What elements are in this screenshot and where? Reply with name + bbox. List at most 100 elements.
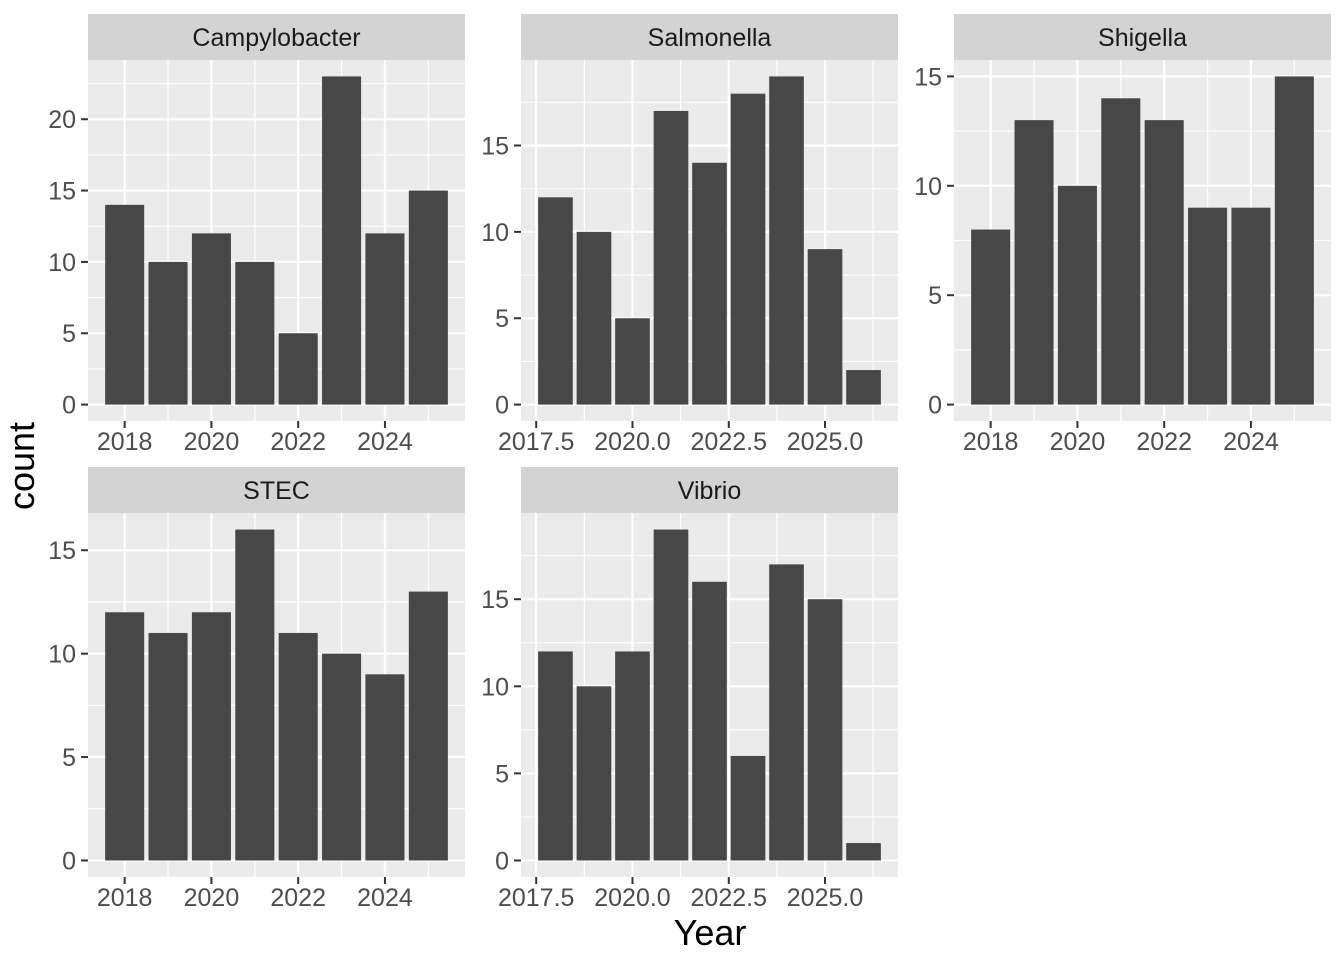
bar-vibrio-2022 <box>692 581 727 861</box>
facet-campylobacter: Campylobacter 2018 2020 2022 2024 0 5 10 15 20 <box>48 14 465 456</box>
bar-stec-2025 <box>408 591 448 861</box>
bar-campylobacter-2022 <box>278 333 318 405</box>
facet-vibrio: Vibrio 2017.5 2020.0 2022.5 2025.0 0 5 10 15 <box>481 467 898 912</box>
x-tick-label: 2017.5 <box>498 428 574 456</box>
x-tick-label: 2020 <box>1050 428 1106 456</box>
bar-salmonella-2024 <box>769 76 804 405</box>
bar-salmonella-2018 <box>538 197 573 405</box>
y-tick-label: 5 <box>62 744 76 772</box>
bar-stec-2018 <box>105 612 145 861</box>
x-tick-label: 2018 <box>97 428 153 456</box>
bar-campylobacter-2018 <box>105 204 145 405</box>
y-tick-label: 15 <box>481 133 509 161</box>
bar-shigella-2023 <box>1188 207 1228 405</box>
y-tick-label: 5 <box>62 320 76 348</box>
x-tick-label: 2024 <box>1223 428 1279 456</box>
y-tick-label: 10 <box>914 173 942 201</box>
x-axis-title: Year <box>674 912 747 953</box>
facet-salmonella: Salmonella 2017.5 2020.0 2022.5 2025.0 0 5 10 15 <box>481 14 898 456</box>
x-tick-label: 2020 <box>184 884 240 912</box>
x-tick-label: 2025.0 <box>787 884 863 912</box>
x-tick-label: 2022.5 <box>691 428 767 456</box>
bar-campylobacter-2024 <box>365 233 405 405</box>
x-tick-label: 2025.0 <box>787 428 863 456</box>
x-tick-label: 2022.5 <box>691 884 767 912</box>
y-tick-label: 0 <box>62 847 76 875</box>
y-tick-label: 10 <box>48 641 76 669</box>
bar-salmonella-2019 <box>576 231 612 405</box>
facet-strip-label: Salmonella <box>648 24 772 52</box>
bar-shigella-2021 <box>1101 98 1141 405</box>
panel-background <box>88 513 465 877</box>
x-tick-label: 2017.5 <box>498 884 574 912</box>
bar-salmonella-2026 <box>846 370 881 405</box>
facet-strip <box>88 467 465 513</box>
facet-stec: STEC 2018 2020 2022 2024 0 5 10 15 <box>48 467 465 912</box>
y-tick-label: 20 <box>48 106 76 134</box>
x-tick-label: 2020.0 <box>594 884 670 912</box>
bar-vibrio-2026 <box>846 843 881 861</box>
bar-salmonella-2025 <box>807 249 843 405</box>
bar-campylobacter-2020 <box>191 233 231 405</box>
bar-stec-2020 <box>191 612 231 861</box>
x-tick-label: 2018 <box>963 428 1019 456</box>
bar-vibrio-2020 <box>615 651 650 861</box>
bar-vibrio-2019 <box>576 686 612 861</box>
bar-salmonella-2023 <box>730 93 766 405</box>
facet-strip-label: STEC <box>243 477 310 505</box>
bar-vibrio-2023 <box>730 755 766 861</box>
bar-salmonella-2022 <box>692 162 727 405</box>
y-tick-label: 0 <box>495 392 509 420</box>
facet-strip-label: Vibrio <box>678 477 741 505</box>
bar-campylobacter-2019 <box>148 261 188 405</box>
x-tick-label: 2020.0 <box>594 428 670 456</box>
y-axis-title: count <box>1 422 42 510</box>
bar-shigella-2020 <box>1057 185 1097 405</box>
y-tick-label: 0 <box>62 392 76 420</box>
y-tick-label: 0 <box>928 392 942 420</box>
bar-stec-2019 <box>148 632 188 861</box>
bar-campylobacter-2021 <box>235 261 275 405</box>
bar-stec-2021 <box>235 529 275 861</box>
y-tick-label: 15 <box>914 63 942 91</box>
bar-vibrio-2024 <box>769 564 804 861</box>
bar-stec-2024 <box>365 674 405 861</box>
bar-salmonella-2020 <box>615 318 650 405</box>
bar-shigella-2022 <box>1144 120 1184 405</box>
y-tick-label: 15 <box>481 586 509 614</box>
x-tick-label: 2020 <box>184 428 240 456</box>
bar-vibrio-2018 <box>538 651 573 861</box>
x-tick-label: 2018 <box>97 884 153 912</box>
bar-campylobacter-2025 <box>408 190 448 405</box>
y-tick-label: 5 <box>495 305 509 333</box>
facet-strip <box>88 14 465 60</box>
y-tick-label: 10 <box>48 249 76 277</box>
y-tick-label: 15 <box>48 537 76 565</box>
bar-shigella-2019 <box>1014 120 1054 405</box>
bar-stec-2023 <box>322 653 362 861</box>
x-tick-label: 2022 <box>1136 428 1192 456</box>
y-tick-label: 10 <box>481 219 509 247</box>
x-tick-label: 2024 <box>357 884 413 912</box>
y-tick-label: 10 <box>481 673 509 701</box>
panel-background <box>88 60 465 421</box>
bar-shigella-2018 <box>971 229 1011 405</box>
facet-strip-label: Campylobacter <box>192 24 360 52</box>
x-tick-label: 2024 <box>357 428 413 456</box>
facet-strip <box>954 14 1331 60</box>
y-tick-label: 5 <box>928 282 942 310</box>
y-tick-label: 0 <box>495 847 509 875</box>
bar-vibrio-2025 <box>807 599 843 861</box>
bar-vibrio-2021 <box>653 529 689 861</box>
y-tick-label: 5 <box>495 760 509 788</box>
facet-strip <box>521 14 898 60</box>
facet-strip <box>521 467 898 513</box>
x-tick-label: 2022 <box>270 884 326 912</box>
bar-stec-2022 <box>278 632 318 861</box>
bar-shigella-2025 <box>1274 76 1314 405</box>
x-tick-label: 2022 <box>270 428 326 456</box>
facet-shigella: Shigella 2018 2020 2022 2024 0 5 10 15 <box>914 14 1331 456</box>
bar-campylobacter-2023 <box>322 76 362 405</box>
